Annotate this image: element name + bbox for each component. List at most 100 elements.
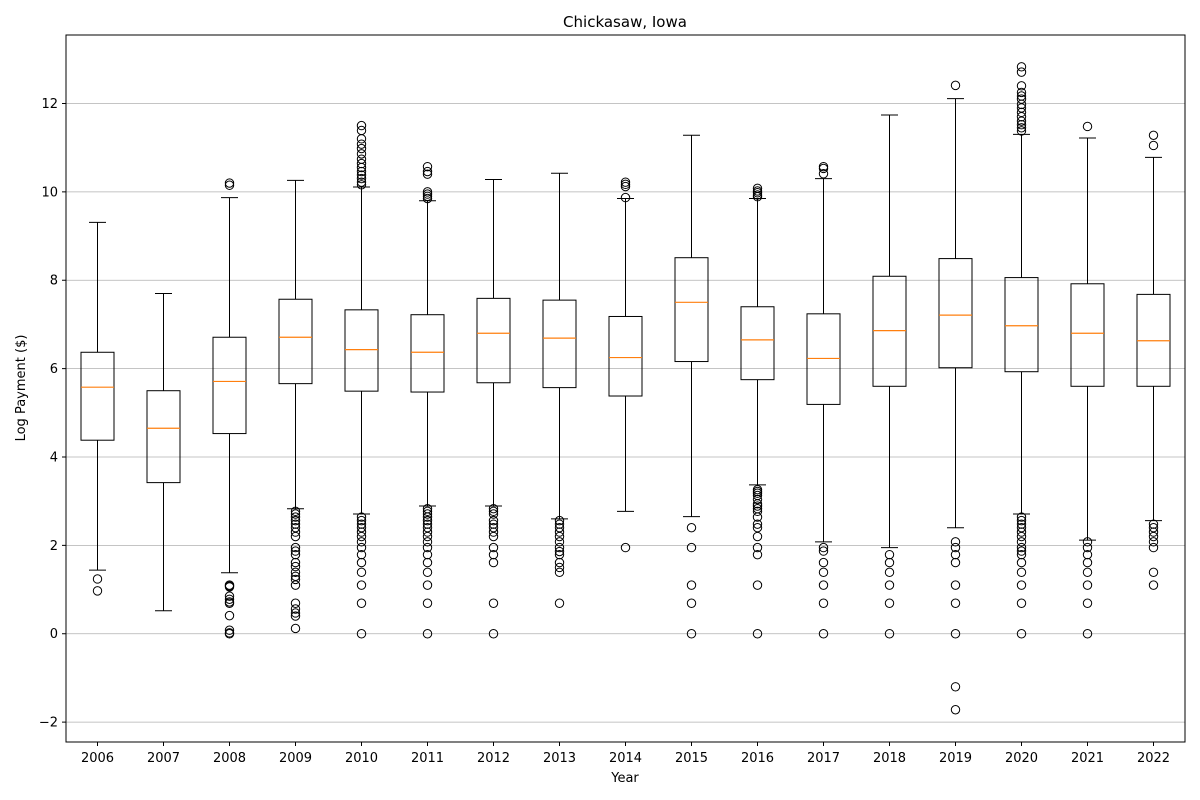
x-tick-label: 2022 — [1137, 751, 1170, 766]
outlier-point — [224, 591, 235, 601]
outlier-point — [92, 574, 103, 584]
outlier-point — [356, 180, 367, 190]
outlier-point — [818, 567, 829, 578]
box-2007 — [146, 292, 181, 612]
outlier-point — [950, 705, 961, 715]
outlier-point — [752, 549, 763, 560]
y-tick-label: 8 — [50, 274, 58, 289]
y-tick-label: 4 — [50, 450, 58, 465]
outlier-point — [224, 178, 235, 188]
outlier-point — [818, 169, 829, 179]
outlier-point — [752, 506, 763, 517]
iqr-box — [1004, 277, 1039, 373]
outlier-point — [620, 181, 631, 192]
outlier-point — [290, 509, 301, 519]
iqr-box — [344, 309, 379, 392]
outlier-point — [752, 542, 763, 553]
outlier-point — [422, 506, 433, 517]
outlier-point — [92, 586, 103, 596]
x-tick-label: 2017 — [807, 751, 840, 766]
outlier-point — [1148, 140, 1159, 151]
outlier-point — [290, 604, 301, 614]
outlier-point — [752, 519, 763, 529]
outlier-point — [422, 512, 433, 522]
outlier-point — [422, 598, 433, 608]
outlier-point — [356, 629, 367, 639]
box-2008 — [212, 178, 247, 639]
outlier-point — [554, 527, 565, 537]
y-axis-label: Log Payment ($) — [14, 335, 29, 442]
outlier-point — [224, 582, 235, 592]
outlier-point — [356, 515, 367, 526]
x-tick-label: 2019 — [939, 751, 972, 766]
outlier-point — [884, 598, 895, 608]
outlier-point — [818, 546, 829, 556]
box-2014 — [608, 177, 643, 553]
outlier-point — [290, 580, 301, 590]
outlier-point — [686, 580, 697, 590]
outlier-point — [422, 169, 433, 179]
outlier-point — [422, 527, 433, 537]
x-axis-label: Year — [610, 771, 639, 786]
outlier-point — [1082, 567, 1093, 578]
x-tick-label: 2020 — [1005, 751, 1038, 766]
iqr-box — [278, 298, 313, 385]
outlier-point — [290, 506, 301, 517]
outlier-point — [1016, 557, 1027, 568]
outlier-point — [1016, 629, 1027, 639]
x-tick-label: 2009 — [279, 751, 312, 766]
outlier-point — [488, 527, 499, 537]
outlier-point — [752, 629, 763, 639]
outlier-point — [1016, 531, 1027, 542]
x-tick-label: 2021 — [1071, 751, 1104, 766]
outlier-point — [1148, 537, 1159, 547]
outlier-point — [224, 598, 235, 608]
outlier-point — [356, 170, 367, 180]
outlier-point — [356, 120, 367, 131]
outlier-point — [752, 488, 763, 498]
outlier-point — [1148, 130, 1159, 141]
outlier-point — [290, 623, 301, 634]
iqr-box — [212, 336, 247, 435]
outlier-point — [818, 557, 829, 568]
outlier-point — [356, 567, 367, 578]
iqr-box — [872, 275, 907, 387]
outlier-point — [422, 161, 433, 172]
outlier-point — [224, 625, 235, 635]
outlier-point — [422, 537, 433, 547]
box-2019 — [938, 80, 973, 715]
outlier-point — [950, 542, 961, 553]
outlier-point — [554, 515, 565, 526]
outlier-point — [488, 509, 499, 519]
x-tick-label: 2018 — [873, 751, 906, 766]
outlier-point — [950, 80, 961, 91]
y-tick-label: 10 — [41, 185, 58, 200]
y-tick-label: 2 — [50, 539, 58, 554]
iqr-box — [80, 351, 115, 441]
outlier-point — [818, 629, 829, 639]
outlier-point — [290, 611, 301, 621]
outlier-point — [356, 527, 367, 537]
box-2021 — [1070, 121, 1105, 639]
iqr-box — [938, 258, 973, 369]
box-2009 — [278, 179, 313, 634]
x-tick-label: 2006 — [81, 751, 114, 766]
outlier-point — [356, 139, 367, 149]
x-tick-label: 2007 — [147, 751, 180, 766]
outlier-point — [290, 515, 301, 526]
outlier-point — [422, 509, 433, 519]
outlier-point — [818, 163, 829, 174]
outlier-point — [290, 527, 301, 537]
outlier-point — [356, 598, 367, 608]
boxes-layer — [80, 62, 1171, 715]
x-tick-label: 2011 — [411, 751, 444, 766]
outlier-point — [1148, 580, 1159, 590]
outlier-point — [950, 580, 961, 590]
outlier-point — [1016, 515, 1027, 526]
outlier-point — [356, 557, 367, 568]
outlier-point — [1082, 557, 1093, 568]
box-2010 — [344, 120, 379, 639]
outlier-point — [1016, 81, 1027, 91]
outlier-point — [1016, 116, 1027, 126]
